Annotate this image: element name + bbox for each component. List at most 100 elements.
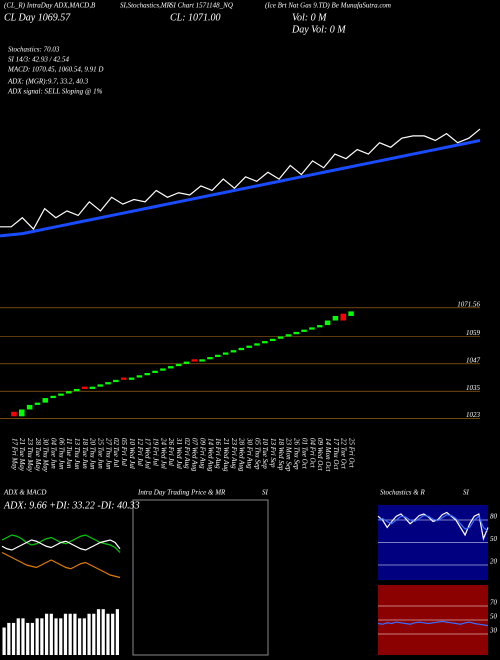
bar [87, 613, 91, 655]
bar [49, 613, 53, 655]
header-text: (CL_R) IntraDay ADX,MACD,B [4, 2, 96, 10]
candle-body [332, 315, 339, 321]
x-tick-label: 17 Thu Oct [332, 438, 340, 471]
y-tick-label: 20 [490, 558, 498, 566]
bar [68, 613, 72, 655]
x-tick-label: 02 Tue Jul [112, 438, 120, 467]
x-tick-label: 23 Mon Sep [285, 438, 293, 472]
candle-body [58, 393, 64, 396]
x-tick-label: 20 Thu Jun [89, 438, 97, 470]
header-text: Stochastics: 70.03 [8, 46, 60, 54]
x-tick-label: 30 Thu May [42, 437, 50, 473]
bar [35, 618, 39, 655]
x-tick-label: 13 Thu Jun [73, 438, 81, 470]
candle-body [222, 352, 229, 355]
candle-body [66, 391, 72, 394]
x-tick-label: 12 Fri Jul [136, 438, 144, 466]
header-text: CL: 1071.00 [170, 12, 221, 23]
x-tick-label: 16 Fri Aug [214, 438, 222, 469]
intraday-box [132, 499, 269, 656]
x-tick-label: 02 Fri Aug [183, 438, 191, 469]
x-tick-label: 13 Fri Sep [269, 438, 277, 468]
bar [7, 622, 11, 655]
candle-body [215, 354, 221, 358]
bar [111, 613, 115, 655]
bar [11, 622, 16, 655]
header-text: SI,Stochastics,MR [120, 2, 172, 10]
x-tick-label: 26 Thu Sep [293, 438, 301, 470]
y-tick-label: 80 [490, 513, 498, 521]
candle-body [316, 325, 323, 328]
bar [82, 618, 86, 655]
x-tick-label: 21 Tue May [18, 438, 26, 472]
bar [96, 609, 101, 655]
candle-body [81, 386, 88, 389]
y-tick-label: 1023 [466, 411, 481, 419]
x-tick-label: 09 Wed Oct [316, 438, 324, 471]
x-tick-label: 22 Tue Oct [340, 438, 348, 470]
x-tick-label: 10 Tue Sep [261, 438, 269, 469]
panel-title: Stochastics & R [380, 489, 425, 497]
x-tick-label: 25 Fri Oct [347, 438, 355, 469]
bar [54, 618, 58, 655]
candle-body [175, 363, 182, 367]
x-tick-label: 23 Thu May [26, 438, 34, 473]
header-text: (Ice Brt Nat Gas 9.TD) Be MunafaSutra.co… [265, 2, 391, 10]
candle-body [42, 398, 49, 403]
header-text: ADX: (MGR):9.7, 33.2, 40.3 [7, 78, 89, 86]
candle-body [73, 388, 80, 392]
x-tick-label: 23 Fri Aug [230, 438, 238, 469]
bar [44, 613, 49, 655]
candle-body [183, 361, 190, 364]
candle-body [199, 359, 205, 362]
bar [101, 609, 105, 655]
candle-body [238, 347, 245, 351]
candle-body [246, 345, 252, 348]
x-tick-label: 31 Wed Jul [175, 437, 183, 469]
x-tick-label: 10 Wed Jul [128, 438, 136, 469]
x-tick-label: 25 Tue Jun [97, 438, 105, 469]
bar [30, 622, 35, 655]
x-tick-label: 04 Fri Oct [308, 438, 316, 469]
candle-body [269, 338, 276, 342]
x-tick-label: 07 Wed Aug [191, 438, 199, 472]
x-tick-label: 11 Tue Jun [65, 438, 73, 469]
y-tick-label: 30 [489, 627, 498, 635]
bar [78, 618, 82, 655]
candle-body [34, 402, 41, 405]
candle-body [120, 377, 127, 380]
panel-title: SI [463, 489, 470, 497]
candle-body [293, 331, 299, 335]
candle-body [230, 350, 237, 353]
candle-body [152, 370, 158, 373]
x-tick-label: 09 Fri Aug [198, 438, 206, 469]
header-text: CL Day 1069.57 [4, 12, 71, 23]
candle-body [136, 375, 143, 378]
y-tick-label: 1071.56 [457, 300, 480, 308]
candle-body [144, 372, 150, 376]
x-tick-label: 14 Mon Oct [324, 438, 332, 472]
header-text: SI 14/3: 42.93 / 42.54 [8, 56, 70, 64]
series-line [1, 539, 121, 551]
candle-body [262, 341, 268, 344]
bar [16, 618, 20, 655]
x-tick-label: 28 Wed Aug [238, 438, 246, 472]
series-line [377, 514, 489, 532]
candle-body [309, 327, 315, 330]
candle-body [26, 404, 33, 410]
x-tick-label: 30 Fri Aug [246, 437, 254, 469]
header-text: MACD: 1070.45, 1060.54, 9.91 D [7, 66, 103, 74]
series-line [0, 128, 481, 231]
candle-body [128, 377, 135, 380]
y-tick-label: 50 [490, 535, 498, 543]
x-tick-label: 27 Thu Jun [104, 438, 112, 470]
y-tick-label: 50 [490, 613, 498, 621]
candle-body [277, 336, 284, 339]
y-tick-label: 1035 [466, 384, 481, 392]
bar [106, 613, 110, 655]
bar [115, 609, 119, 655]
y-tick-label: 1059 [466, 329, 481, 337]
bar [73, 613, 77, 655]
bar [40, 618, 44, 655]
